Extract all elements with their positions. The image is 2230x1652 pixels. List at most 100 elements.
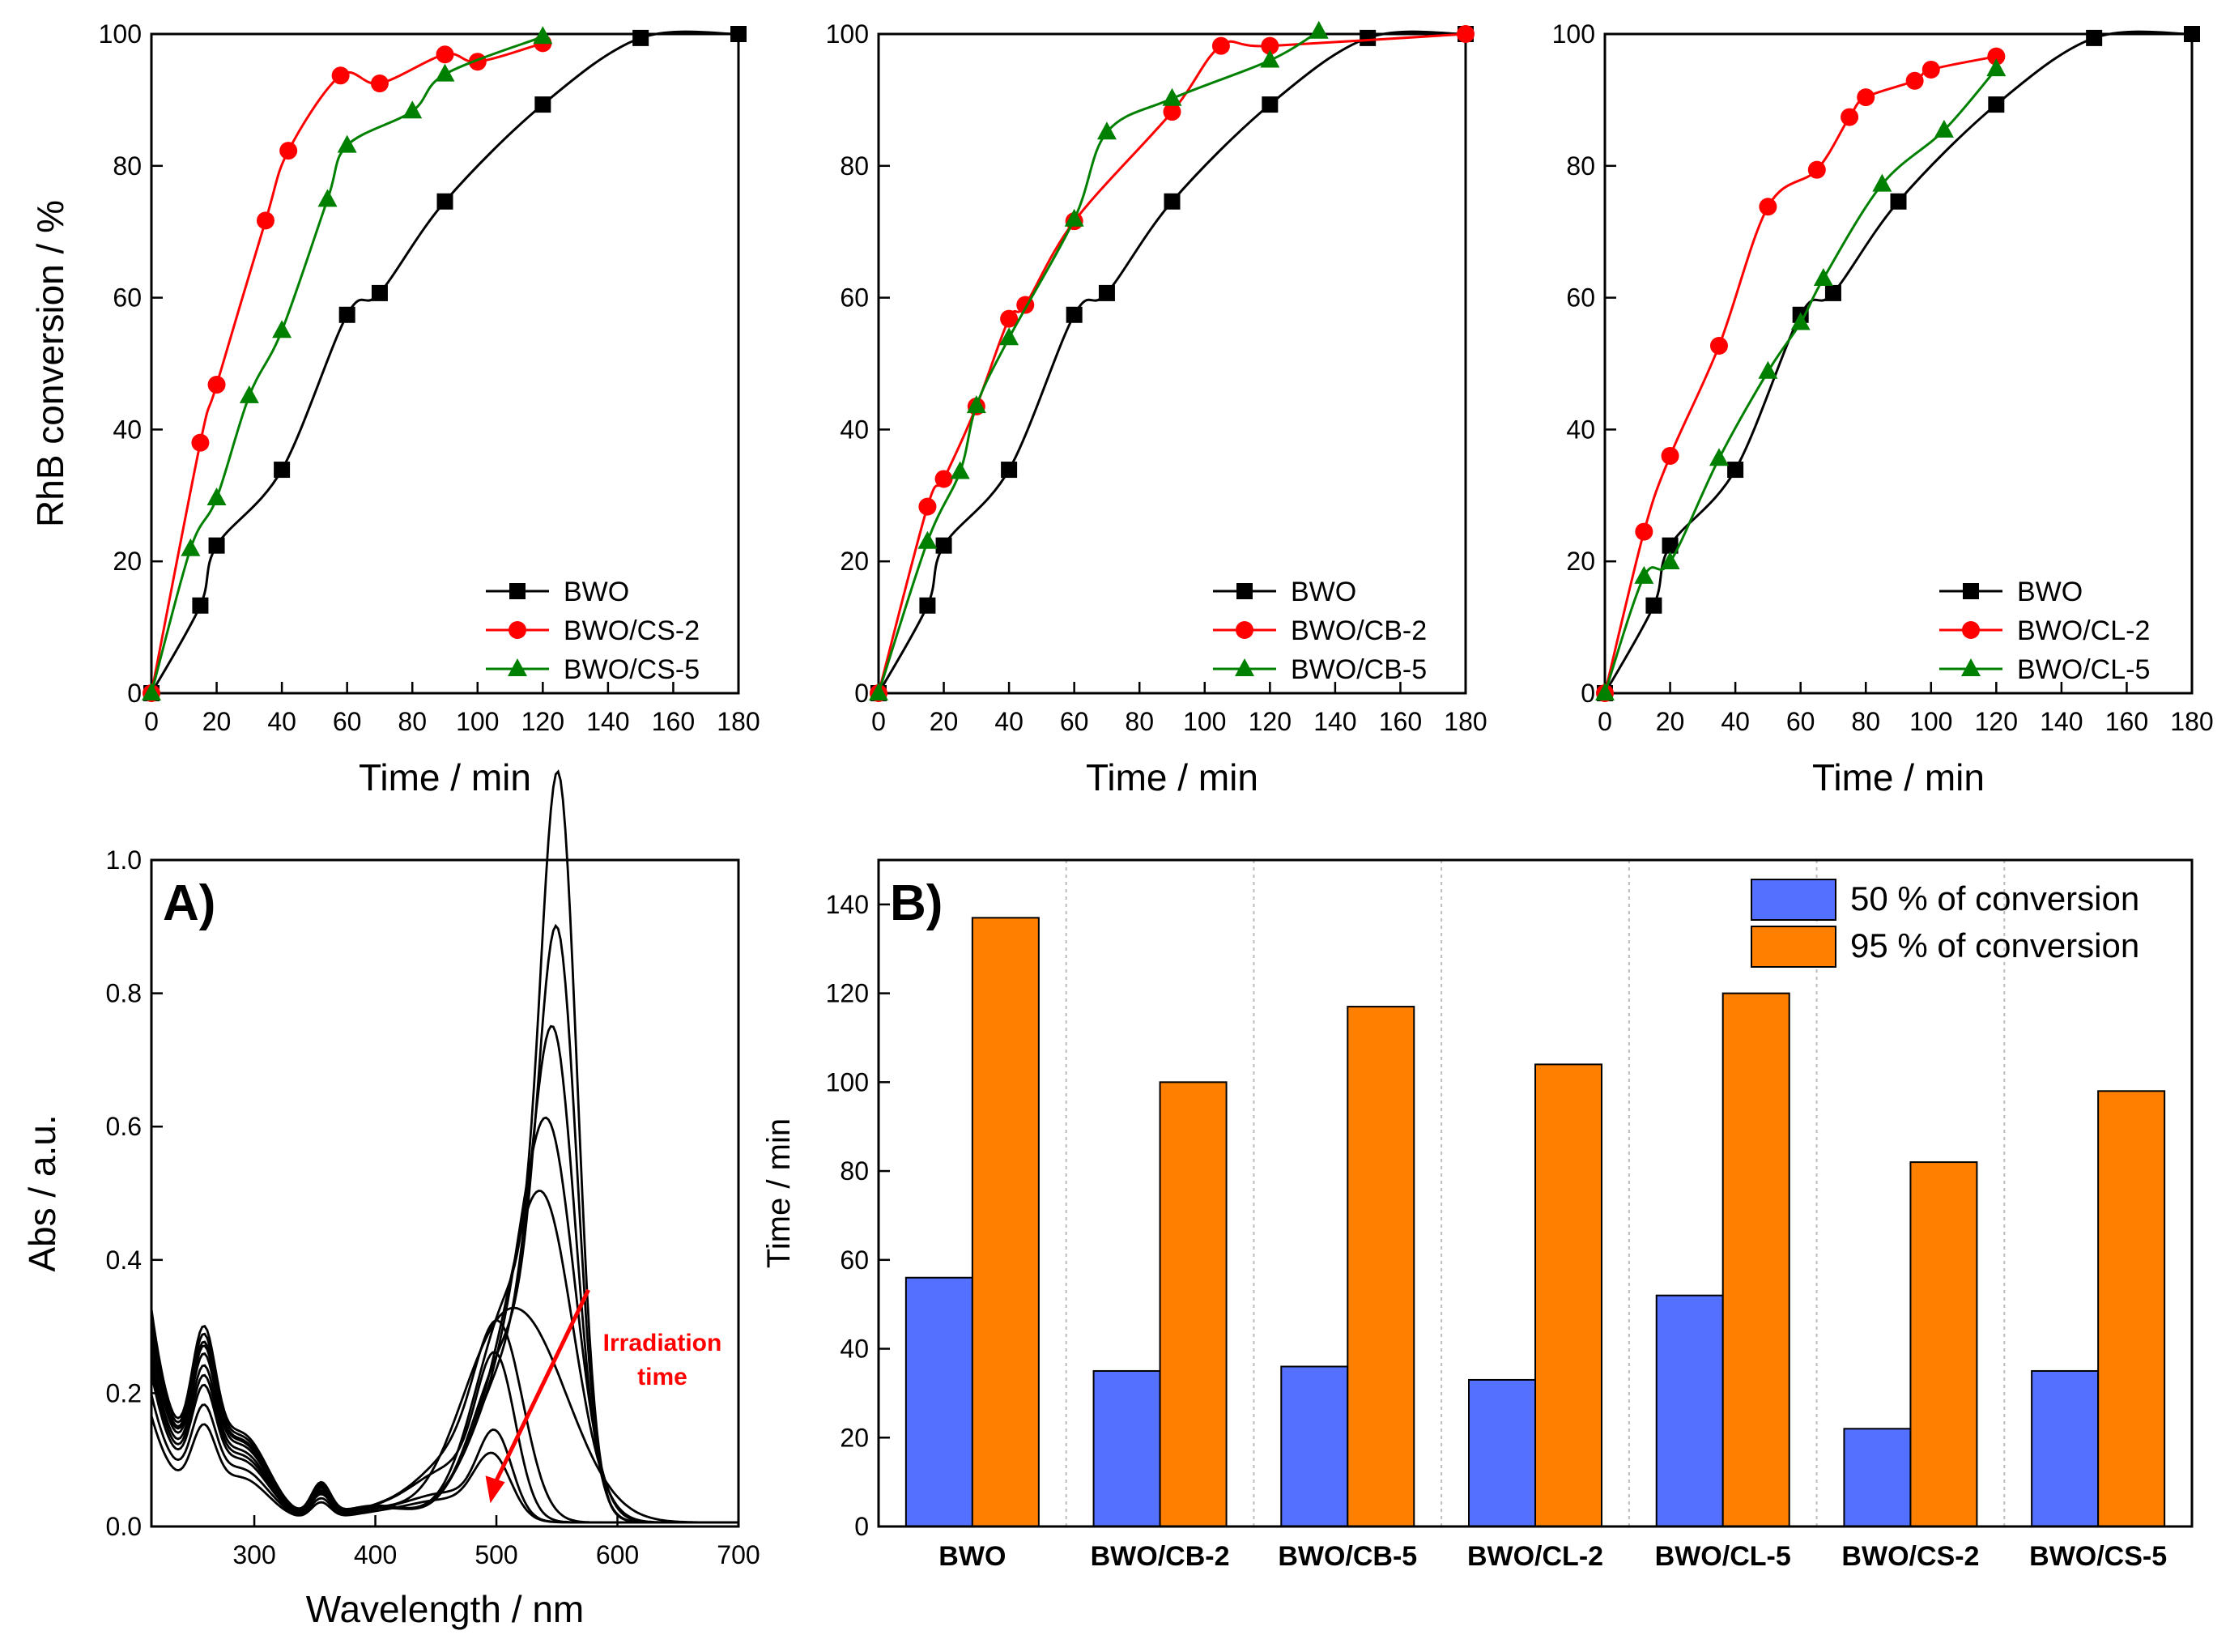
x-tick-label: 120 [1249,707,1292,736]
x-tick-label: 120 [1975,707,2018,736]
y-axis-label: Abs / a.u. [21,1114,63,1271]
bar-bwo-cs-5-50 [2031,1369,2100,1528]
x-axis-label: Wavelength / nm [306,1588,584,1630]
series-line [1603,55,1997,694]
spectrum-line [150,769,738,1524]
x-tick-label: 40 [1721,707,1750,736]
data-point [1709,448,1729,466]
series-line [877,30,1320,694]
y-tick-label: 0.8 [106,979,142,1008]
y-tick-label: 60 [1566,283,1595,313]
legend-swatch [1751,879,1836,921]
data-point [935,537,952,554]
series-line [1603,68,1998,694]
series-line [150,30,739,694]
bar-bwo-cl-5-50 [1655,1294,1724,1528]
x-tick-label: 160 [652,707,695,736]
legend-marker [1961,658,1981,676]
data-point [337,134,357,153]
data-point [1595,683,1615,700]
panel-p1: 0 20 40 60 80 100 120 140 160 180 0 20 40 60 80 100 Time… [29,19,760,798]
data-point [191,433,210,452]
y-tick-label: 0.4 [106,1245,142,1275]
legend-label: 50 % of conversion [1850,879,2139,918]
bar-bwo-cb-5-95 [1347,1006,1415,1528]
data-point [1988,96,2005,113]
y-tick-label: 80 [840,151,869,181]
data-point [371,284,388,301]
panel-label: B) [890,875,943,931]
panel-p3: 0 20 40 60 80 100 120 140 160 180 0 20 40 60 80 100 Time… [1552,19,2214,798]
data-point [208,537,225,554]
x-tick-label: 80 [1851,707,1880,736]
x-tick-label: 40 [267,707,296,736]
spectrum-line [150,1116,738,1524]
data-point [1986,58,2007,77]
data-point [1635,522,1653,541]
legend-marker [1963,583,1979,599]
legend-marker [509,621,526,639]
data-point [207,376,226,394]
series-bwo-cs-2 [143,34,552,702]
data-point [206,488,227,506]
data-point [279,142,298,160]
x-tick-label: 700 [717,1540,760,1569]
y-tick-label: 80 [1566,151,1595,181]
data-point [534,96,551,113]
annotation-text: Irradiation [603,1330,722,1356]
y-tick-label: 40 [840,415,869,444]
data-point [1661,446,1679,465]
category-label: BWO/CB-5 [1278,1541,1417,1572]
data-point [1261,36,1279,55]
annotation-text: time [637,1364,687,1390]
legend-label: BWO/CL-2 [2017,615,2150,646]
series-bwo-cl-2 [1596,47,2006,702]
data-point [730,26,747,42]
x-tick-label: 0 [871,707,886,736]
data-point [1890,193,1907,210]
y-tick-label: 80 [113,151,142,181]
y-tick-label: 0.0 [106,1512,142,1541]
legend-marker [508,658,527,676]
x-tick-label: 60 [333,707,362,736]
data-point [632,29,649,46]
data-point [1064,208,1084,227]
data-point [1211,36,1230,55]
data-point [1921,60,1940,79]
y-tick-label: 1.0 [106,845,142,875]
x-tick-label: 600 [596,1540,639,1569]
y-tick-label: 100 [826,19,869,49]
legend-marker [1236,621,1253,639]
data-point [966,395,986,414]
x-tick-label: 80 [1125,707,1154,736]
series-bwo [143,26,747,701]
data-point [1309,20,1329,39]
x-tick-label: 160 [2105,707,2148,736]
x-tick-label: 120 [521,707,564,736]
data-point [1000,309,1019,328]
data-point [1905,71,1924,90]
legend-marker [1236,583,1253,599]
x-tick-label: 40 [994,707,1024,736]
y-tick-label: 20 [1566,547,1595,576]
bar-bwo-cs-2-50 [1843,1428,1912,1527]
category-label: BWO/CL-2 [1467,1541,1603,1572]
data-point [317,189,338,207]
x-tick-label: 140 [2040,707,2083,736]
data-point [272,320,292,338]
data-point [142,683,161,700]
y-tick-label: 40 [113,415,142,444]
data-point [1709,337,1728,356]
legend-label: BWO/CB-5 [1291,654,1427,685]
legend-label: BWO/CS-2 [564,615,700,646]
x-tick-label: 500 [475,1540,517,1569]
x-tick-label: 180 [717,707,760,736]
y-tick-label: 0 [127,679,142,708]
y-tick-label: 60 [113,283,142,313]
legend-label: BWO/CS-5 [564,654,700,685]
y-tick-label: 60 [840,283,869,313]
y-tick-label: 0.6 [106,1112,142,1141]
data-point [1872,173,1892,192]
bar-bwo-cb-5-50 [1280,1365,1349,1527]
y-tick-label: 0 [854,1512,869,1541]
